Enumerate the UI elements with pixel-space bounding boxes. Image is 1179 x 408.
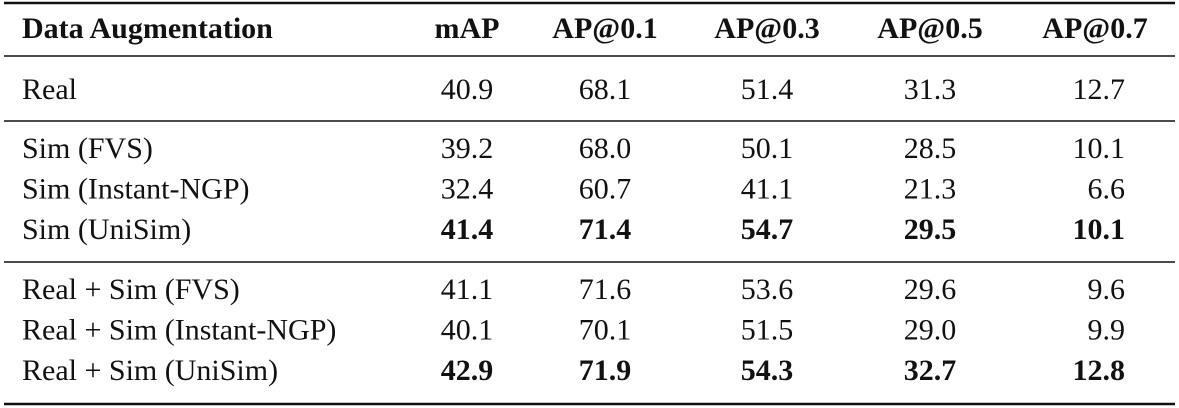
- cell: 51.5: [741, 313, 794, 346]
- cell: 6.6: [1088, 172, 1126, 205]
- cell: 71.6: [579, 273, 632, 306]
- cell: 12.8: [1073, 354, 1126, 387]
- row-label: Real + Sim (FVS): [22, 273, 240, 306]
- row-label: Real: [22, 73, 77, 106]
- cell: 54.3: [741, 354, 794, 387]
- cell: 41.1: [441, 273, 494, 306]
- cell: 42.9: [441, 354, 494, 387]
- cell: 40.9: [441, 73, 494, 106]
- cell: 9.9: [1088, 313, 1126, 346]
- cell: 28.5: [904, 132, 957, 165]
- cell: 51.4: [741, 73, 794, 106]
- cell: 29.0: [904, 313, 957, 346]
- header-cell: Data Augmentation: [22, 12, 273, 45]
- cell: 71.4: [579, 213, 632, 246]
- header-cell: AP@0.7: [1042, 12, 1147, 45]
- row-label: Real + Sim (UniSim): [22, 354, 278, 387]
- cell: 10.1: [1073, 213, 1126, 246]
- cell: 39.2: [441, 132, 494, 165]
- cell: 9.6: [1088, 273, 1126, 306]
- row-label: Real + Sim (Instant-NGP): [22, 313, 336, 346]
- cell: 41.1: [741, 172, 794, 205]
- cell: 71.9: [579, 354, 632, 387]
- row-label: Sim (FVS): [22, 132, 153, 165]
- cell: 31.3: [904, 73, 957, 106]
- cell: 32.4: [441, 172, 494, 205]
- header-cell: AP@0.3: [714, 12, 819, 45]
- cell: 10.1: [1073, 132, 1126, 165]
- row-label: Sim (Instant-NGP): [22, 172, 250, 205]
- cell: 41.4: [441, 213, 494, 246]
- header-cell: mAP: [435, 12, 500, 45]
- cell: 68.1: [579, 73, 632, 106]
- cell: 60.7: [579, 172, 632, 205]
- cell: 12.7: [1073, 73, 1126, 106]
- header-cell: AP@0.1: [552, 12, 657, 45]
- cell: 29.6: [904, 273, 957, 306]
- cell: 54.7: [741, 213, 794, 246]
- cell: 40.1: [441, 313, 494, 346]
- cell: 70.1: [579, 313, 632, 346]
- cell: 68.0: [579, 132, 632, 165]
- cell: 53.6: [741, 273, 794, 306]
- row-label: Sim (UniSim): [22, 213, 191, 246]
- cell: 32.7: [904, 354, 957, 387]
- cell: 21.3: [904, 172, 957, 205]
- cell: 29.5: [904, 213, 957, 246]
- cell: 50.1: [741, 132, 794, 165]
- header-cell: AP@0.5: [877, 12, 982, 45]
